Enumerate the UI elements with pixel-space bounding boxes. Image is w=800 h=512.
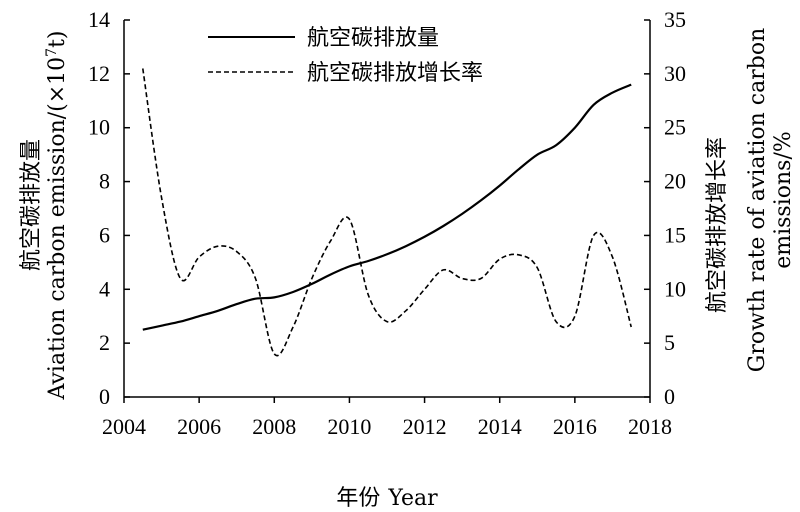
series-line-growth-rate	[141, 68, 632, 357]
left-tick-label: 0	[99, 384, 110, 409]
x-tick-label: 2010	[327, 414, 371, 439]
right-tick-label: 5	[664, 330, 675, 355]
x-axis-title-en: Year	[387, 486, 438, 511]
series-line-emission	[142, 83, 632, 331]
x-tick-label: 2008	[252, 414, 296, 439]
series-layer	[141, 68, 632, 357]
x-tick-label: 2018	[628, 414, 672, 439]
left-axis-title-en-sup: 7	[44, 48, 60, 57]
x-tick-label: 2004	[102, 414, 146, 439]
left-axis-title-group: 航空碳排放量 Aviation carbon emission/(×107t)	[19, 30, 70, 400]
right-axis-title-group: 航空碳排放增长率 Growth rate of aviation carbon …	[705, 28, 796, 372]
x-tick-label: 2006	[177, 414, 221, 439]
right-axis-title-en-line1: Growth rate of aviation carbon	[745, 28, 770, 372]
right-tick-label: 20	[664, 169, 686, 194]
right-tick-label: 0	[664, 384, 675, 409]
right-tick-label: 25	[664, 115, 686, 140]
x-axis-title: 年份 Year	[336, 486, 438, 511]
left-axis-title-en-tail: t)	[45, 30, 70, 47]
left-axis-title-en: Aviation carbon emission/(×107t)	[44, 30, 70, 400]
left-tick-label: 2	[99, 330, 110, 355]
legend-label-growth-rate: 航空碳排放增长率	[307, 61, 483, 86]
x-tick-label: 2014	[478, 414, 522, 439]
axes-layer	[123, 20, 651, 398]
ticks-layer: 2004 2006 2008 2010 2012 2014 2016 201802468101…	[88, 7, 686, 439]
left-tick-label: 4	[99, 276, 110, 301]
left-tick-label: 8	[99, 169, 110, 194]
right-axis-title-en-line2: emissions/%	[771, 131, 796, 269]
x-axis-title-cn: 年份	[336, 486, 380, 511]
right-axis-title-cn: 航空碳排放增长率	[705, 137, 730, 313]
x-tick-label: 2016	[553, 414, 597, 439]
right-tick-label: 35	[664, 7, 686, 32]
left-tick-label: 14	[88, 7, 110, 32]
x-tick-label: 2012	[403, 414, 447, 439]
left-tick-label: 12	[88, 61, 110, 86]
right-tick-label: 30	[664, 61, 686, 86]
left-tick-label: 10	[88, 115, 110, 140]
left-tick-label: 6	[99, 222, 110, 247]
right-tick-label: 15	[664, 222, 686, 247]
left-axis-title-en-main: Aviation carbon emission/(×10	[45, 57, 70, 401]
legend-label-emission: 航空碳排放量	[307, 26, 439, 51]
legend: 航空碳排放量 航空碳排放增长率	[208, 26, 483, 86]
left-axis-title-cn: 航空碳排放量	[19, 139, 44, 271]
right-tick-label: 10	[664, 276, 686, 301]
